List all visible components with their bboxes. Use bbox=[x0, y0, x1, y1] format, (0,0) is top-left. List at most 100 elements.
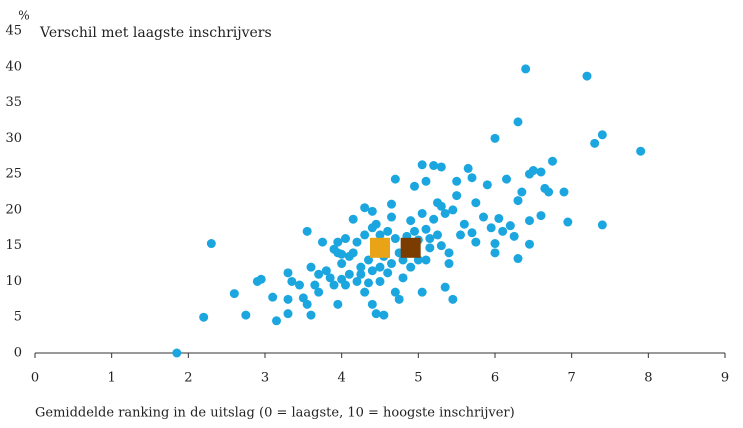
point bbox=[360, 230, 370, 240]
point bbox=[383, 226, 393, 236]
point bbox=[333, 299, 343, 309]
point bbox=[456, 230, 465, 240]
point bbox=[513, 254, 523, 264]
point bbox=[341, 280, 350, 290]
y-tick-label: 5 bbox=[14, 310, 22, 325]
y-tick-label: 20 bbox=[5, 202, 22, 217]
point bbox=[513, 117, 523, 127]
point bbox=[306, 310, 316, 320]
point bbox=[406, 216, 416, 226]
point bbox=[486, 223, 496, 233]
point bbox=[429, 161, 439, 171]
x-tick-label: 4 bbox=[338, 371, 346, 386]
point bbox=[356, 262, 366, 272]
point bbox=[341, 234, 350, 244]
square-point bbox=[400, 237, 421, 258]
point bbox=[371, 219, 381, 229]
point bbox=[387, 199, 396, 209]
x-tick-label: 2 bbox=[184, 371, 192, 386]
point bbox=[417, 208, 427, 218]
x-tick-label: 9 bbox=[721, 371, 729, 386]
square-point bbox=[370, 237, 390, 258]
point bbox=[321, 266, 331, 276]
point bbox=[295, 280, 304, 290]
point bbox=[314, 287, 324, 297]
point bbox=[325, 273, 335, 283]
point bbox=[398, 273, 408, 283]
point bbox=[444, 259, 454, 269]
point bbox=[199, 312, 209, 322]
y-unit: % bbox=[18, 9, 29, 23]
point bbox=[383, 268, 393, 278]
point bbox=[241, 310, 251, 320]
point bbox=[467, 173, 477, 183]
point bbox=[310, 280, 320, 290]
point bbox=[433, 230, 442, 240]
point bbox=[390, 234, 400, 244]
point bbox=[440, 282, 450, 292]
point bbox=[367, 299, 377, 309]
x-tick-label: 3 bbox=[261, 371, 269, 386]
point bbox=[314, 269, 324, 279]
point bbox=[436, 241, 446, 251]
y-tick-label: 30 bbox=[5, 131, 22, 146]
y-tick-label: 0 bbox=[14, 346, 22, 361]
point bbox=[505, 221, 515, 231]
point bbox=[452, 191, 462, 201]
point bbox=[479, 212, 488, 222]
point bbox=[525, 239, 534, 249]
point bbox=[421, 176, 431, 186]
point bbox=[490, 248, 500, 258]
point bbox=[563, 217, 573, 227]
point bbox=[410, 181, 419, 191]
point bbox=[360, 203, 370, 213]
point bbox=[360, 287, 370, 297]
point bbox=[417, 287, 427, 297]
point bbox=[559, 187, 569, 197]
point bbox=[471, 198, 481, 208]
x-tick-label: 5 bbox=[414, 371, 422, 386]
point bbox=[448, 294, 458, 304]
point bbox=[448, 205, 458, 215]
point bbox=[272, 316, 281, 326]
point bbox=[379, 310, 389, 320]
point bbox=[306, 262, 316, 272]
y-tick-label: 25 bbox=[5, 167, 22, 182]
point bbox=[367, 206, 377, 216]
point bbox=[490, 133, 500, 143]
point bbox=[509, 231, 519, 241]
point bbox=[582, 71, 592, 81]
point bbox=[406, 262, 416, 272]
y-tick-label: 40 bbox=[5, 59, 22, 74]
point bbox=[367, 266, 377, 276]
point bbox=[268, 292, 278, 302]
point bbox=[287, 276, 297, 286]
point bbox=[636, 146, 646, 156]
point bbox=[444, 248, 454, 258]
point bbox=[283, 309, 293, 319]
point bbox=[417, 160, 427, 170]
chart-title: Verschil met laagste inschrijvers bbox=[39, 25, 272, 41]
point bbox=[302, 299, 312, 309]
point bbox=[421, 224, 431, 234]
point bbox=[229, 289, 239, 299]
point bbox=[375, 262, 385, 272]
point bbox=[467, 228, 477, 238]
point bbox=[356, 269, 366, 279]
point bbox=[172, 348, 182, 358]
point bbox=[429, 214, 439, 224]
point bbox=[425, 234, 435, 244]
point bbox=[348, 214, 358, 224]
point bbox=[436, 162, 446, 172]
point bbox=[348, 248, 358, 258]
point bbox=[502, 174, 511, 184]
point bbox=[463, 163, 473, 173]
y-tick-label: 45 bbox=[5, 24, 22, 39]
point bbox=[490, 239, 500, 249]
point bbox=[364, 278, 373, 288]
point bbox=[390, 287, 400, 297]
x-tick-label: 6 bbox=[491, 371, 499, 386]
y-tick-label: 35 bbox=[5, 95, 22, 110]
y-tick-label: 10 bbox=[5, 274, 22, 289]
